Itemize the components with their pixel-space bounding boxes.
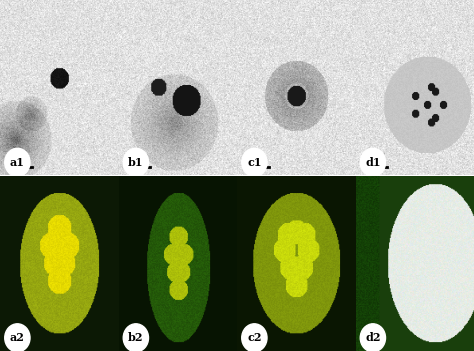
Text: b2: b2 — [128, 332, 144, 343]
Text: c1: c1 — [247, 157, 262, 168]
Text: a2: a2 — [10, 332, 25, 343]
Circle shape — [360, 324, 385, 351]
Circle shape — [5, 324, 30, 351]
Text: c2: c2 — [247, 332, 262, 343]
Circle shape — [5, 148, 30, 177]
Text: d2: d2 — [365, 332, 381, 343]
Circle shape — [242, 148, 267, 177]
Text: a1: a1 — [10, 157, 25, 168]
Circle shape — [123, 148, 148, 177]
Text: b1: b1 — [128, 157, 144, 168]
Text: d1: d1 — [365, 157, 381, 168]
Circle shape — [123, 324, 148, 351]
Circle shape — [360, 148, 385, 177]
Circle shape — [242, 324, 267, 351]
